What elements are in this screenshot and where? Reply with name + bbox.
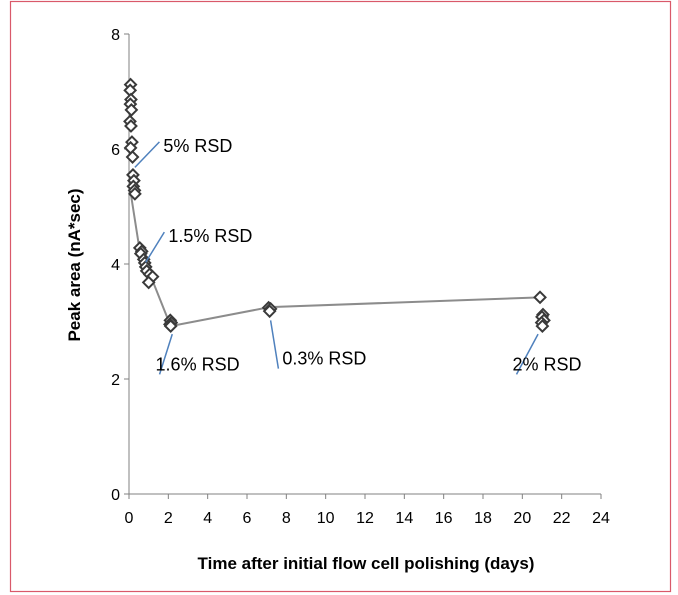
annotation-leader-line xyxy=(158,333,173,375)
x-tick-label: 2 xyxy=(164,510,173,527)
x-tick-label: 10 xyxy=(317,510,335,527)
x-tick-label: 0 xyxy=(125,510,134,527)
x-tick-label: 22 xyxy=(553,510,571,527)
x-tick-label: 14 xyxy=(395,510,413,527)
x-tick-label: 16 xyxy=(435,510,453,527)
y-tick-label: 4 xyxy=(111,257,120,274)
annotation-leader-line xyxy=(145,231,165,263)
y-tick-label: 0 xyxy=(111,487,120,504)
y-axis-label: Peak area (nA*sec) xyxy=(65,188,84,341)
x-tick-label: 4 xyxy=(203,510,212,527)
data-point xyxy=(124,102,139,117)
trend-line xyxy=(129,191,541,328)
data-point xyxy=(163,319,178,334)
data-point xyxy=(127,186,142,201)
data-point xyxy=(125,150,140,164)
annotation-label: 5% RSD xyxy=(163,136,232,156)
data-points xyxy=(123,77,551,334)
annotation-label: 2% RSD xyxy=(513,354,582,374)
annotation-label: 0.3% RSD xyxy=(282,349,366,369)
x-tick-label: 6 xyxy=(243,510,252,527)
annotation-label: 1.6% RSD xyxy=(156,354,240,374)
annotation-leader-line xyxy=(515,333,539,375)
annotations: 5% RSD 1.5% RSD 1.6% RSD 0.3% RSD 2% RSD xyxy=(134,136,582,375)
y-tick-label: 8 xyxy=(111,27,120,44)
annotation-leader-line xyxy=(134,141,160,168)
x-tick-label: 24 xyxy=(592,510,610,527)
y-tick-label: 2 xyxy=(111,372,120,389)
data-point xyxy=(124,119,138,133)
x-tick-label: 12 xyxy=(356,510,374,527)
chart-border xyxy=(9,0,672,593)
x-axis-label: Time after initial flow cell polishing (… xyxy=(198,554,535,573)
x-tick-label: 20 xyxy=(513,510,531,527)
trend-line-path xyxy=(129,191,541,328)
annotation-leader-line xyxy=(269,320,280,369)
data-point xyxy=(535,319,550,334)
annotation-label: 1.5% RSD xyxy=(168,226,252,246)
y-tick-label: 6 xyxy=(111,142,120,159)
data-point xyxy=(533,290,547,305)
x-tick-label: 18 xyxy=(474,510,492,527)
data-point xyxy=(141,275,156,290)
x-tick-label: 8 xyxy=(282,510,291,527)
data-point xyxy=(262,304,277,319)
